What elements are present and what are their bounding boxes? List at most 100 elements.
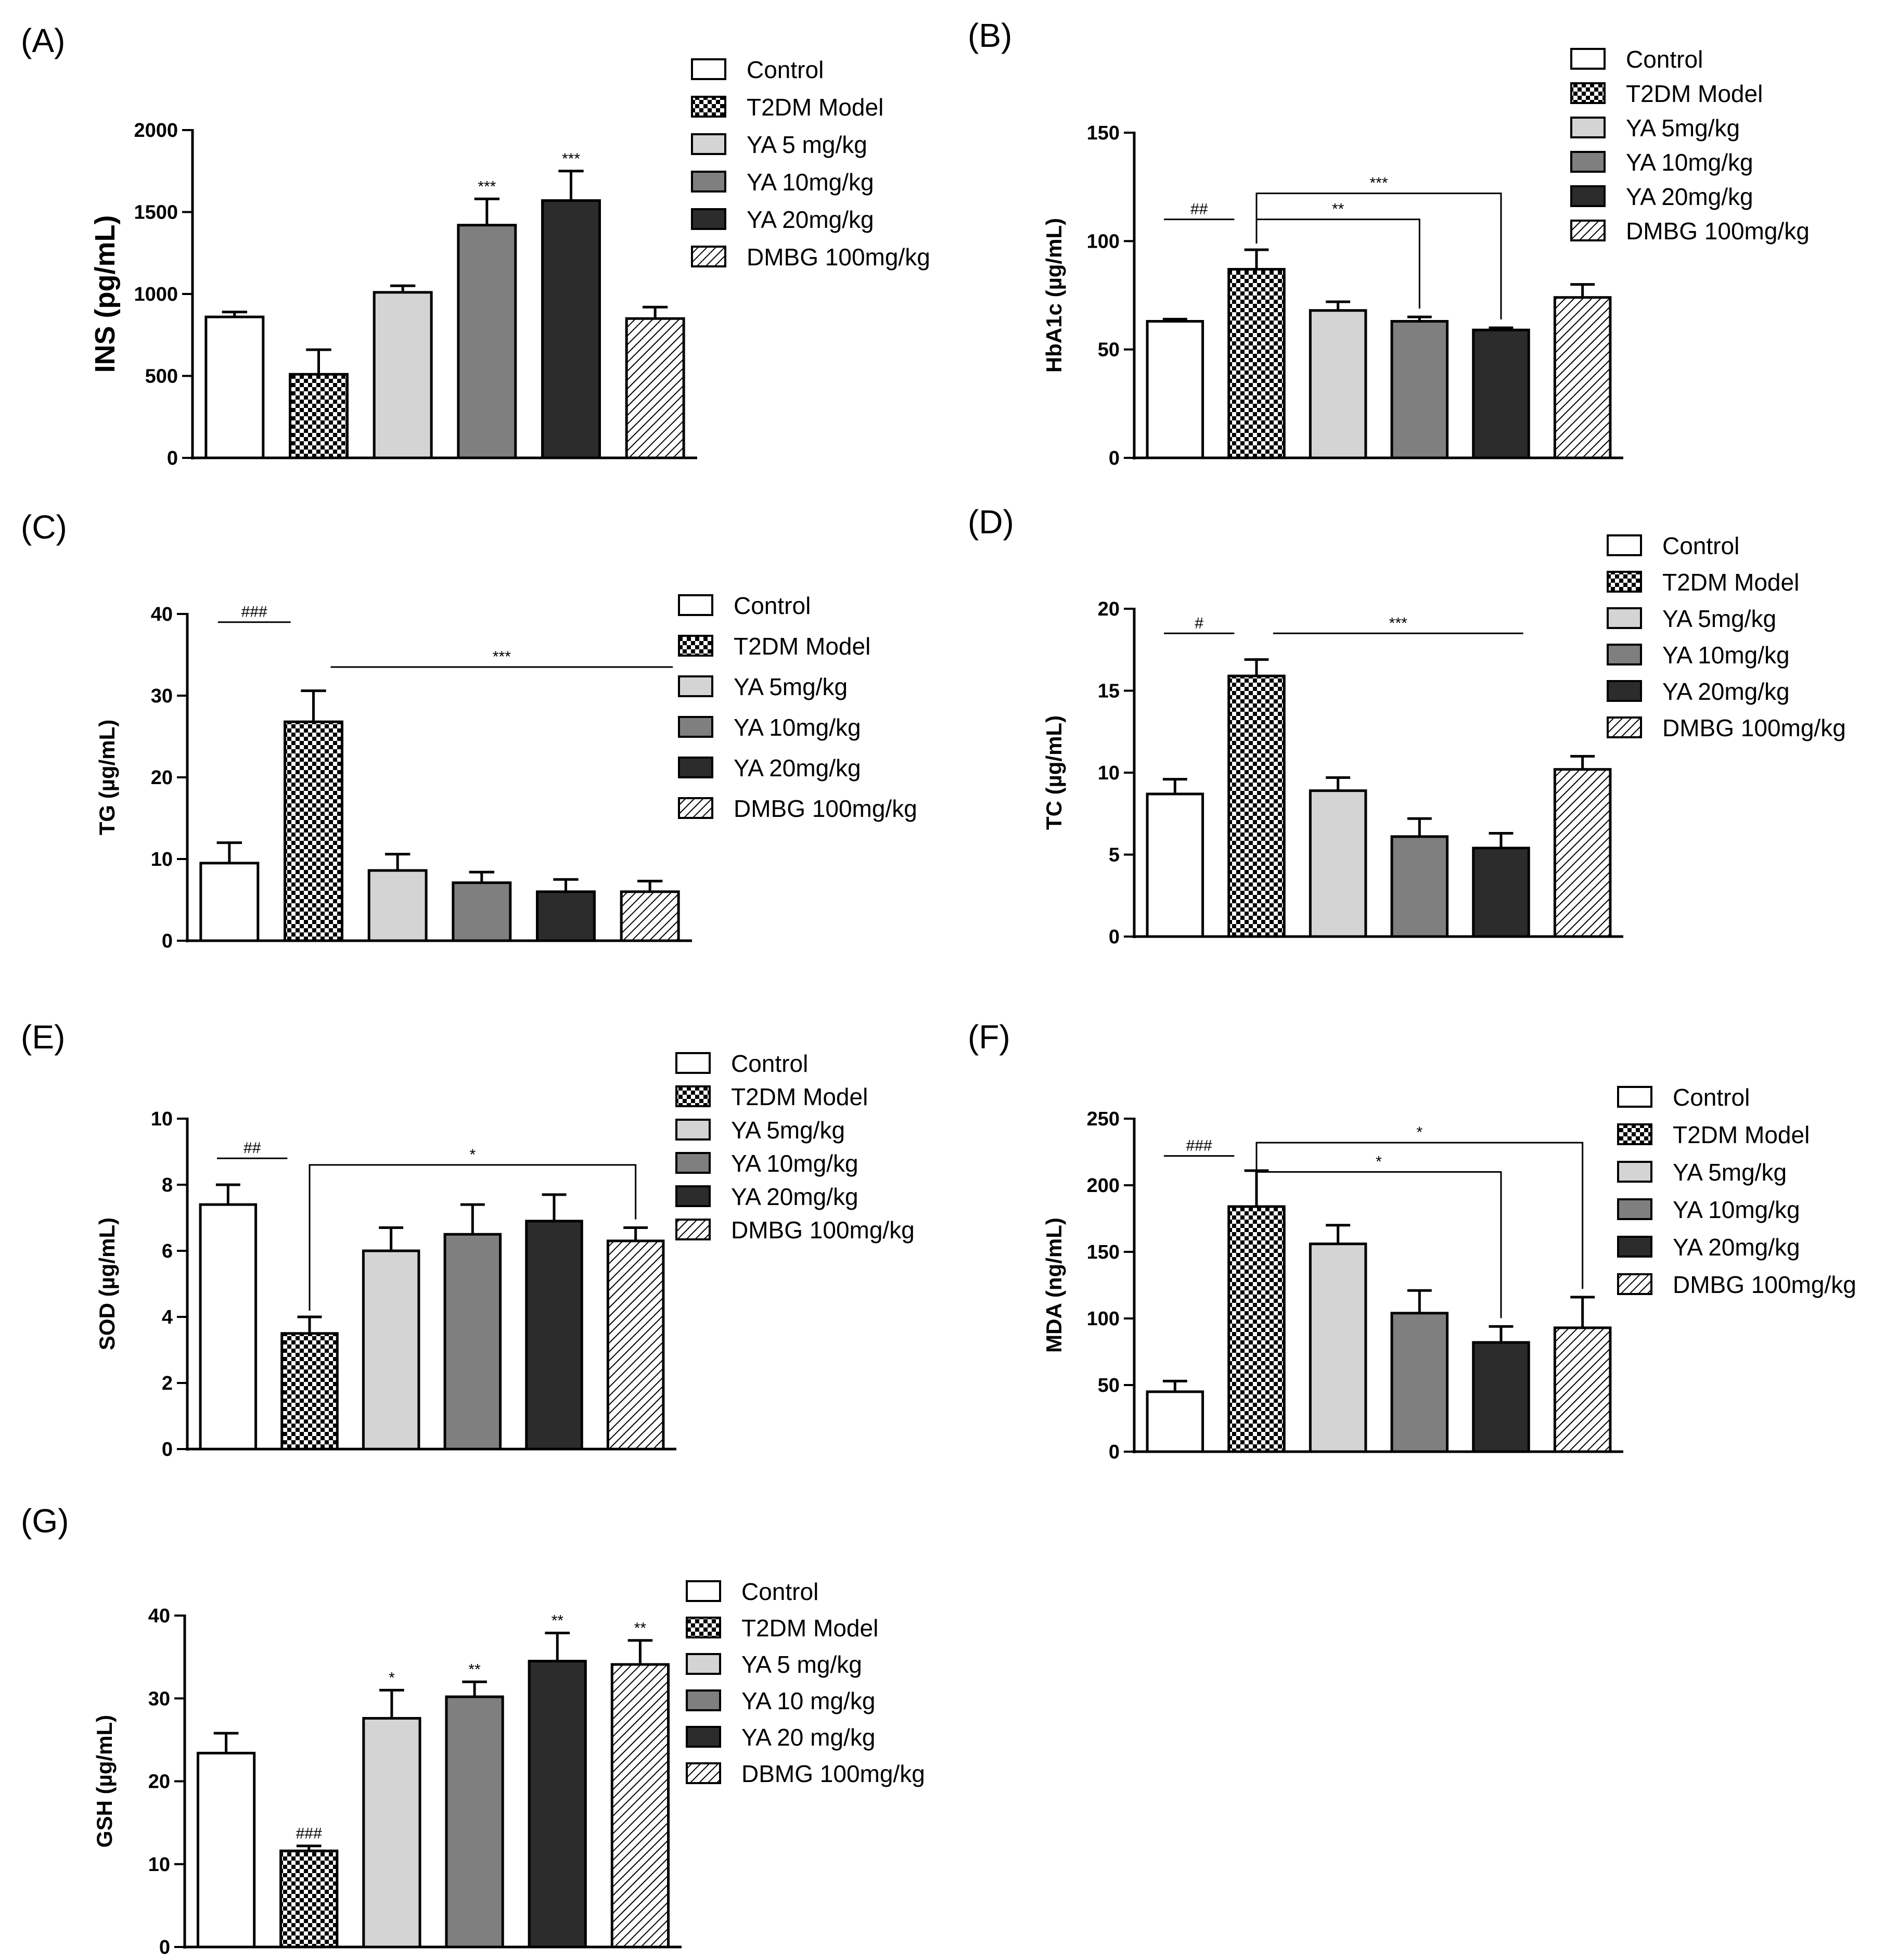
bar-4 — [457, 224, 517, 459]
chart-panel-1: (A) 0 500 1000 1500 2000 INS (pg/mL) *** *** Cont… — [21, 22, 930, 469]
legend-swatch-1 — [686, 1580, 721, 1602]
y-tick-label: 40 — [148, 1605, 170, 1627]
significance-bracket-2 — [1255, 193, 1502, 319]
legend-label-5: YA 20 mg/kg — [741, 1724, 875, 1751]
significance-bracket-2 — [1255, 1142, 1584, 1289]
y-tick-label: 1500 — [134, 202, 178, 224]
significance-bracket-label-1: ## — [243, 1139, 261, 1157]
bar-5 — [525, 1220, 583, 1451]
bar-1 — [1146, 792, 1204, 938]
y-tick-label: 0 — [167, 447, 178, 469]
legend-swatch-2 — [686, 1617, 721, 1638]
y-tick-label: 30 — [151, 685, 173, 707]
bar-4 — [443, 1233, 502, 1451]
panel-label: (F) — [968, 1018, 1010, 1056]
bar-3 — [367, 869, 428, 942]
y-tick-label: 50 — [1098, 1375, 1120, 1397]
bar-6 — [606, 1239, 665, 1451]
significance-label-4: *** — [478, 178, 496, 195]
bar-6 — [1553, 1326, 1612, 1453]
legend-swatch-5 — [1617, 1236, 1652, 1258]
legend-swatch-5 — [691, 208, 726, 230]
significance-label-3: * — [389, 1669, 395, 1686]
legend-label-6: DMBG 100mg/kg — [731, 1216, 915, 1244]
legend-label-5: YA 20mg/kg — [1662, 678, 1790, 705]
significance-bracket-label-2: *** — [1369, 175, 1388, 192]
legend-swatch-4 — [678, 716, 713, 738]
bar-2 — [1227, 674, 1286, 938]
bar-5 — [528, 1660, 587, 1949]
chart-panel-3: (C) 0 10 20 30 40 TG (µg/mL) ### *** Control T2DM … — [21, 508, 917, 952]
y-axis-label: SOD (µg/mL) — [95, 1218, 119, 1350]
y-axis-label: INS (pg/mL) — [89, 215, 121, 373]
significance-bracket-label-1: # — [1195, 614, 1203, 632]
significance-bracket-label-1: ### — [241, 604, 267, 621]
bar-2 — [280, 1332, 339, 1451]
y-tick-label: 0 — [162, 1439, 173, 1461]
legend-label-4: YA 10mg/kg — [731, 1150, 858, 1177]
bar-6 — [1553, 296, 1612, 459]
chart-panel-4: (D) 0 5 10 15 20 TC (µg/mL) # *** Control T2DM Mod… — [968, 503, 1846, 948]
bar-4 — [452, 881, 512, 942]
bar-5 — [536, 890, 596, 942]
significance-bracket-label-2: * — [469, 1146, 476, 1163]
legend-label-2: T2DM Model — [1626, 80, 1763, 107]
significance-bracket-label-2: * — [1416, 1124, 1422, 1141]
significance-label-2: ### — [296, 1825, 322, 1842]
significance-bracket-label-1: ## — [1190, 201, 1208, 218]
legend-label-6: DBMG 100mg/kg — [741, 1760, 925, 1787]
legend-swatch-2 — [691, 96, 726, 118]
legend-swatch-6 — [691, 246, 726, 267]
bar-3 — [373, 291, 433, 459]
panel-label: (D) — [968, 503, 1014, 541]
y-tick-label: 2 — [162, 1373, 173, 1394]
bar-3 — [362, 1716, 421, 1949]
legend-swatch-6 — [678, 797, 713, 819]
legend-label-2: T2DM Model — [1673, 1121, 1810, 1148]
legend-swatch-3 — [691, 133, 726, 155]
y-tick-label: 30 — [148, 1688, 170, 1710]
legend-label-2: T2DM Model — [731, 1083, 868, 1110]
bar-6 — [625, 317, 685, 459]
significance-label-4: ** — [468, 1661, 481, 1678]
legend-swatch-4 — [1617, 1198, 1652, 1220]
bar-2 — [279, 1849, 339, 1949]
significance-label-6: ** — [634, 1620, 647, 1637]
legend-swatch-6 — [1607, 716, 1642, 738]
y-axis-label: MDA (ng/mL) — [1042, 1218, 1066, 1353]
legend-label-6: DMBG 100mg/kg — [1673, 1271, 1856, 1298]
bar-3 — [362, 1249, 420, 1451]
chart-panel-6: (F) 0 50 100 150 200 250 MDA (ng/mL) ### * * Contro… — [968, 1018, 1856, 1463]
bar-3 — [1309, 309, 1367, 459]
legend-swatch-5 — [686, 1726, 721, 1748]
legend-swatch-3 — [1570, 117, 1606, 138]
legend-label-2: T2DM Model — [1662, 569, 1799, 596]
y-tick-label: 150 — [1087, 122, 1120, 144]
y-tick-label: 0 — [1109, 447, 1120, 469]
panel-label: (A) — [21, 22, 65, 59]
y-tick-label: 20 — [1098, 598, 1120, 620]
panel-label: (E) — [21, 1018, 65, 1056]
y-tick-label: 4 — [162, 1306, 173, 1328]
legend-label-4: YA 10mg/kg — [1626, 149, 1753, 176]
bar-6 — [620, 890, 680, 942]
legend-swatch-1 — [691, 58, 726, 80]
y-tick-label: 20 — [148, 1771, 170, 1793]
legend-label-4: YA 10mg/kg — [734, 714, 861, 741]
legend-swatch-2 — [1617, 1123, 1652, 1145]
y-tick-label: 15 — [1098, 681, 1120, 702]
y-tick-label: 20 — [151, 767, 173, 789]
legend-label-5: YA 20mg/kg — [734, 754, 861, 782]
bar-5 — [1472, 847, 1530, 938]
legend-label-1: Control — [731, 1050, 808, 1077]
bar-1 — [1146, 1390, 1204, 1453]
legend-label-3: YA 5mg/kg — [1673, 1159, 1787, 1186]
significance-bracket-label-3: ** — [1332, 201, 1344, 218]
legend-label-5: YA 20mg/kg — [1626, 183, 1753, 210]
y-tick-label: 0 — [159, 1937, 170, 1958]
y-tick-label: 100 — [1087, 1308, 1120, 1330]
legend-label-6: DMBG 100mg/kg — [1626, 217, 1810, 245]
legend-swatch-2 — [1570, 82, 1606, 104]
